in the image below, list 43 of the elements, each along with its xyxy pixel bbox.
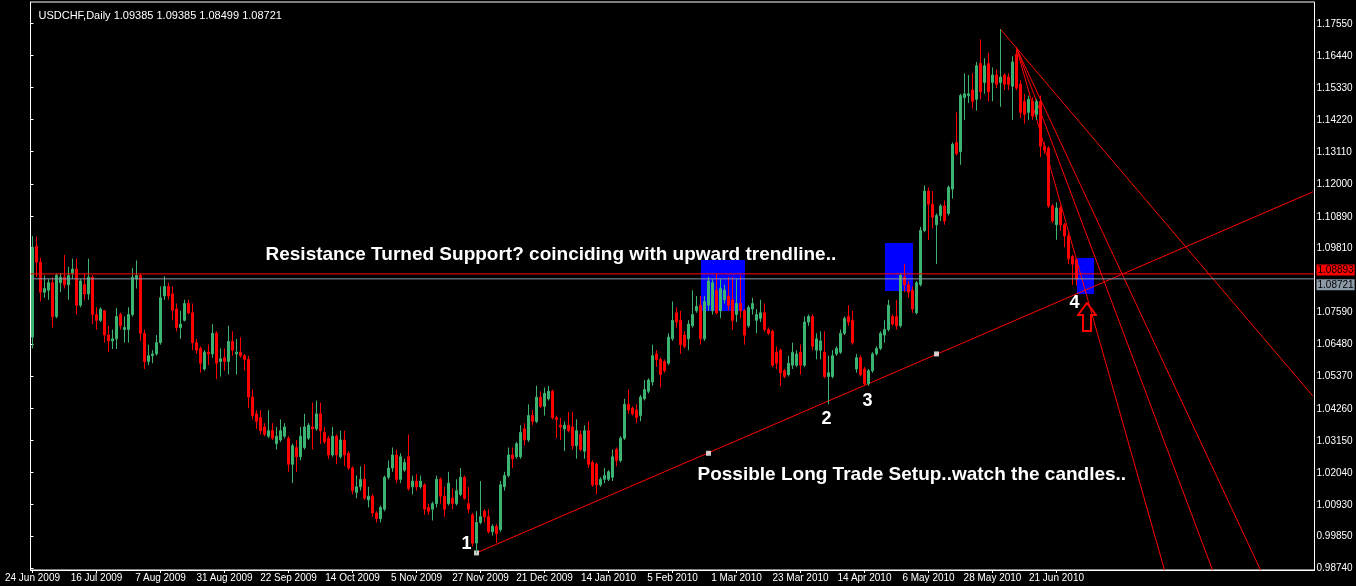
x-tick-label: 6 May 2010 xyxy=(902,571,956,583)
y-tick-label: 1.14220 xyxy=(1316,114,1354,126)
x-tick-label: 31 Aug 2009 xyxy=(196,571,254,583)
y-tick-label: 1.12000 xyxy=(1316,178,1354,190)
x-tick-label: 7 Aug 2009 xyxy=(135,571,187,583)
text: USDCHF,Daily 1.09385 1.09385 1.08499 1.08721 xyxy=(38,8,282,21)
x-tick-label: 1 Mar 2010 xyxy=(711,571,763,583)
x-tick-label: 14 Oct 2009 xyxy=(325,571,381,583)
y-tick-label: 1.03150 xyxy=(1316,434,1354,446)
y-tick-label: 1.02040 xyxy=(1316,466,1354,478)
y-tick-label: 0.98740 xyxy=(1316,562,1354,574)
annotation: 4 xyxy=(1069,292,1080,312)
y-tick-label: 1.09810 xyxy=(1316,241,1354,253)
x-tick-label: 5 Nov 2009 xyxy=(390,571,443,583)
y-tick-label: 1.06480 xyxy=(1316,338,1354,350)
x-tick-label: 16 Jul 2009 xyxy=(70,571,123,583)
y-tick-label: 0.99850 xyxy=(1316,530,1354,542)
y-tick-label: 1.17550 xyxy=(1316,17,1354,29)
x-tick-label: 28 May 2010 xyxy=(963,571,1022,583)
x-tick-label: 14 Jan 2010 xyxy=(580,571,637,583)
x-tick-label: 5 Feb 2010 xyxy=(647,571,699,583)
y-tick-label: 1.04260 xyxy=(1316,402,1354,414)
ref-line-label: 1.08721 xyxy=(1317,279,1355,291)
annotation: 2 xyxy=(821,408,832,428)
x-tick-label: 27 Nov 2009 xyxy=(452,571,510,583)
y-tick-label: 1.13110 xyxy=(1316,146,1353,158)
x-tick-label: 23 Mar 2010 xyxy=(772,571,830,583)
ref-line-label: 1.08893 xyxy=(1317,264,1355,276)
x-tick-label: 24 Jun 2009 xyxy=(4,571,61,583)
y-tick-label: 1.10890 xyxy=(1316,210,1354,222)
y-tick-label: 1.07590 xyxy=(1316,306,1354,318)
annotation: 1 xyxy=(461,533,472,553)
y-tick-label: 1.05370 xyxy=(1316,370,1354,382)
y-tick-label: 1.16440 xyxy=(1316,49,1354,61)
x-tick-label: 14 Apr 2010 xyxy=(837,571,892,583)
annotation: Resistance Turned Support? coinciding with upward trendline.. xyxy=(265,243,837,265)
x-tick-label: 21 Dec 2009 xyxy=(516,571,574,583)
annotation: 3 xyxy=(862,390,873,410)
annotation: Possible Long Trade Setup..watch the candles.. xyxy=(697,462,1127,484)
x-tick-label: 21 Jun 2010 xyxy=(1028,571,1085,583)
y-tick-label: 1.15330 xyxy=(1316,81,1354,93)
y-tick-label: 1.00930 xyxy=(1316,499,1354,511)
x-tick-label: 22 Sep 2009 xyxy=(260,571,318,583)
